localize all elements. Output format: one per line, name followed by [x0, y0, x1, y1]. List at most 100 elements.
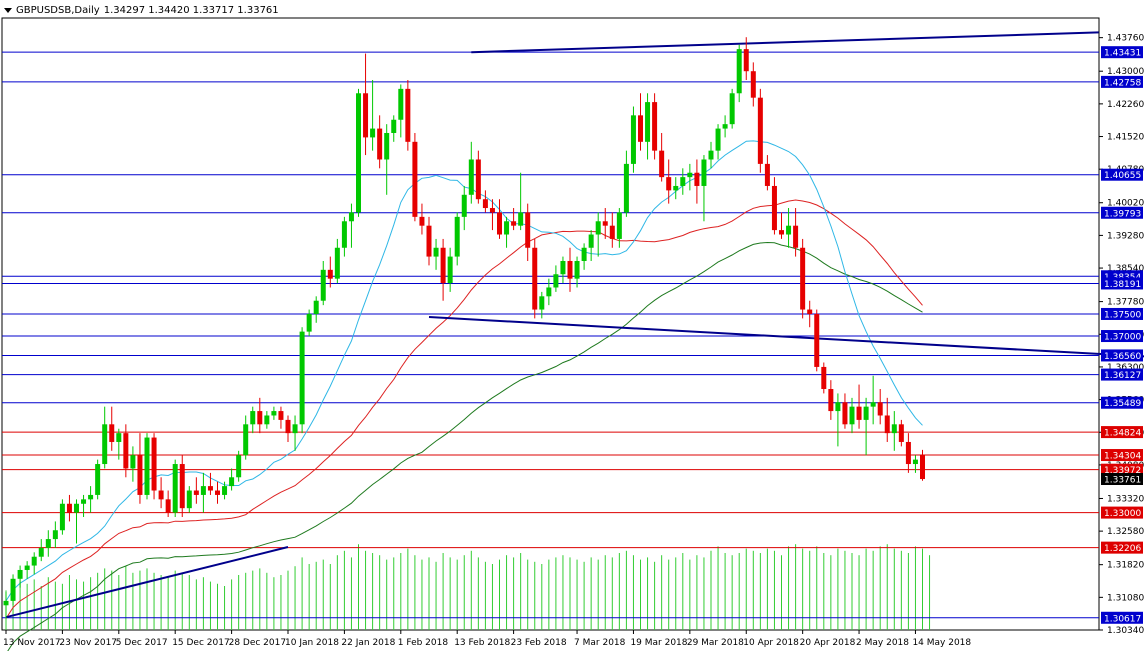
- bearish-candle[interactable]: [278, 411, 284, 420]
- bearish-candle[interactable]: [497, 212, 502, 235]
- bullish-candle[interactable]: [687, 172, 693, 178]
- bearish-candle[interactable]: [482, 199, 488, 209]
- bearish-candle[interactable]: [609, 225, 615, 239]
- bullish-candle[interactable]: [518, 212, 524, 226]
- bullish-candle[interactable]: [708, 150, 714, 160]
- bullish-candle[interactable]: [870, 402, 876, 407]
- bullish-candle[interactable]: [736, 49, 742, 94]
- bullish-candle[interactable]: [38, 547, 44, 557]
- bullish-candle[interactable]: [334, 247, 340, 279]
- bearish-candle[interactable]: [207, 486, 213, 491]
- bearish-candle[interactable]: [123, 433, 129, 469]
- bearish-candle[interactable]: [757, 97, 763, 164]
- bearish-candle[interactable]: [898, 424, 904, 442]
- bullish-candle[interactable]: [264, 415, 270, 425]
- bearish-candle[interactable]: [532, 247, 538, 310]
- bearish-candle[interactable]: [151, 437, 157, 491]
- bullish-candle[interactable]: [680, 177, 686, 186]
- bearish-candle[interactable]: [652, 102, 658, 151]
- bullish-candle[interactable]: [31, 556, 37, 566]
- bearish-candle[interactable]: [793, 225, 799, 248]
- bullish-candle[interactable]: [74, 503, 79, 513]
- bearish-candle[interactable]: [419, 216, 425, 226]
- bearish-candle[interactable]: [602, 221, 608, 226]
- bullish-candle[interactable]: [722, 124, 728, 129]
- bearish-candle[interactable]: [856, 406, 862, 420]
- bullish-candle[interactable]: [863, 406, 869, 420]
- bearish-candle[interactable]: [475, 159, 481, 200]
- bearish-candle[interactable]: [179, 464, 185, 509]
- bullish-candle[interactable]: [313, 300, 319, 314]
- bearish-candle[interactable]: [426, 225, 432, 257]
- bullish-candle[interactable]: [271, 411, 277, 416]
- bullish-candle[interactable]: [243, 424, 249, 456]
- bullish-candle[interactable]: [715, 128, 721, 151]
- bearish-candle[interactable]: [511, 221, 517, 226]
- bullish-candle[interactable]: [95, 464, 101, 495]
- bullish-candle[interactable]: [306, 313, 312, 332]
- bearish-candle[interactable]: [363, 93, 369, 138]
- bullish-candle[interactable]: [588, 234, 594, 248]
- bullish-candle[interactable]: [17, 569, 23, 579]
- bearish-candle[interactable]: [828, 389, 834, 412]
- bullish-candle[interactable]: [560, 260, 566, 275]
- bearish-candle[interactable]: [525, 212, 531, 248]
- bearish-candle[interactable]: [193, 490, 199, 495]
- bullish-candle[interactable]: [912, 459, 918, 465]
- bullish-candle[interactable]: [81, 499, 87, 504]
- bearish-candle[interactable]: [109, 424, 115, 442]
- bullish-candle[interactable]: [786, 225, 792, 235]
- bullish-candle[interactable]: [236, 455, 242, 478]
- bearish-candle[interactable]: [814, 313, 820, 367]
- bearish-candle[interactable]: [694, 172, 700, 186]
- bullish-candle[interactable]: [835, 402, 841, 412]
- bearish-candle[interactable]: [377, 128, 383, 160]
- bearish-candle[interactable]: [165, 499, 171, 513]
- bearish-candle[interactable]: [905, 441, 911, 465]
- bearish-candle[interactable]: [158, 490, 164, 500]
- bullish-candle[interactable]: [623, 163, 629, 213]
- bearish-candle[interactable]: [285, 419, 291, 434]
- bullish-candle[interactable]: [461, 194, 467, 217]
- bullish-candle[interactable]: [186, 490, 192, 509]
- bullish-candle[interactable]: [630, 115, 636, 164]
- bullish-candle[interactable]: [433, 247, 439, 257]
- bullish-candle[interactable]: [250, 411, 256, 425]
- bullish-candle[interactable]: [229, 477, 235, 487]
- bearish-candle[interactable]: [807, 309, 813, 314]
- bullish-candle[interactable]: [3, 600, 9, 606]
- bearish-candle[interactable]: [884, 415, 890, 434]
- bullish-candle[interactable]: [595, 221, 601, 235]
- bullish-candle[interactable]: [292, 424, 298, 434]
- bearish-candle[interactable]: [821, 366, 827, 390]
- bearish-candle[interactable]: [764, 163, 770, 186]
- bearish-candle[interactable]: [489, 208, 495, 213]
- bullish-candle[interactable]: [320, 269, 326, 301]
- bullish-candle[interactable]: [504, 221, 510, 235]
- bullish-candle[interactable]: [581, 247, 587, 261]
- trendline[interactable]: [428, 316, 1144, 359]
- bearish-candle[interactable]: [771, 185, 777, 231]
- bullish-candle[interactable]: [299, 331, 305, 425]
- bearish-candle[interactable]: [257, 411, 263, 425]
- collapse-triangle-icon[interactable]: [4, 7, 12, 13]
- bearish-candle[interactable]: [743, 49, 749, 72]
- bearish-candle[interactable]: [405, 88, 411, 142]
- bearish-candle[interactable]: [440, 247, 446, 284]
- bearish-candle[interactable]: [638, 115, 643, 142]
- bullish-candle[interactable]: [539, 296, 545, 310]
- bullish-candle[interactable]: [172, 464, 178, 513]
- bullish-candle[interactable]: [200, 486, 206, 495]
- bullish-candle[interactable]: [24, 565, 30, 570]
- bearish-candle[interactable]: [666, 177, 672, 191]
- bearish-candle[interactable]: [215, 490, 220, 495]
- bullish-candle[interactable]: [59, 503, 65, 531]
- bullish-candle[interactable]: [454, 216, 460, 257]
- bullish-candle[interactable]: [130, 455, 136, 469]
- bullish-candle[interactable]: [891, 424, 897, 434]
- bullish-candle[interactable]: [102, 424, 108, 465]
- bearish-candle[interactable]: [877, 402, 883, 416]
- bullish-candle[interactable]: [116, 433, 122, 442]
- bullish-candle[interactable]: [356, 93, 361, 213]
